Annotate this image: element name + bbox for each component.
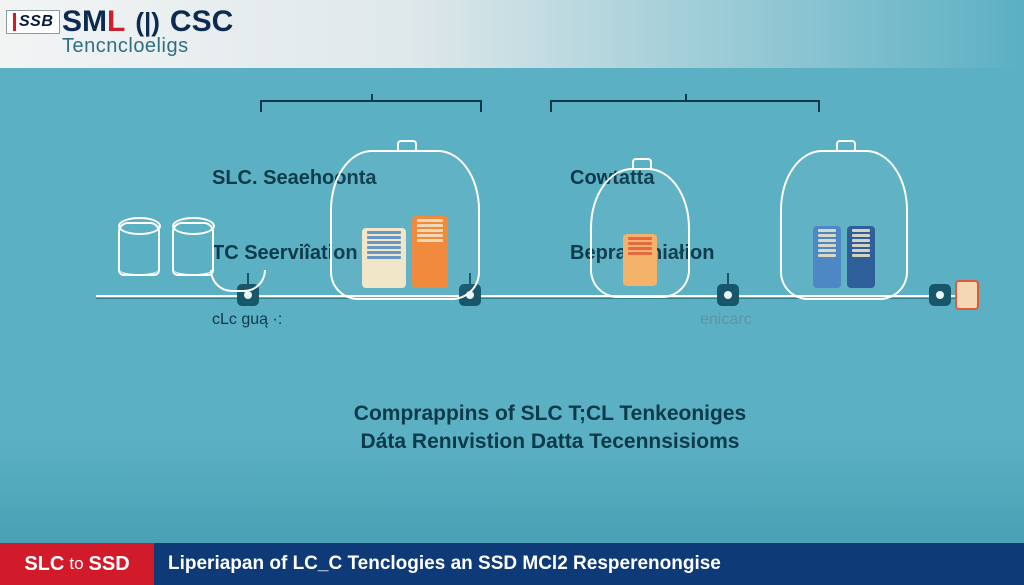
data-chip-icon <box>412 216 448 288</box>
cylinder-icon <box>172 222 214 276</box>
bracket-right <box>550 100 820 112</box>
header-glyph-icon: (|) <box>135 7 160 38</box>
data-chip-icon <box>813 226 841 288</box>
footer-left-b: SSD <box>89 553 130 576</box>
footer-left-mid: to <box>69 554 83 574</box>
page-header: SML (|) CSC Tencncloeligs <box>62 5 233 58</box>
footer-right-text: Liperiapan of LC_C Tenclogies an SSD MCl… <box>168 553 721 575</box>
data-chip-icon <box>847 226 875 288</box>
header-subtitle: Tencncloeligs <box>62 35 233 58</box>
axis-label-right: enicarc <box>700 311 752 329</box>
timeline-node <box>929 284 951 306</box>
data-chip-icon <box>623 234 657 286</box>
comparison-title: Comprappins of SLC T;CL Tenkeoniges Dáta… <box>290 400 810 457</box>
data-chip-icon <box>362 228 406 288</box>
capsule-icon <box>590 168 690 298</box>
bracket-left <box>260 100 482 112</box>
end-chip-icon <box>955 280 979 310</box>
header-word-1: SML <box>62 5 125 39</box>
brand-badge: SSB <box>6 10 60 34</box>
canvas <box>0 68 1024 543</box>
timeline-node <box>717 284 739 306</box>
footer-left: SLC to SSD <box>0 543 154 585</box>
capsule-icon <box>780 150 908 300</box>
cylinder-icon <box>118 222 160 276</box>
footer-right: Liperiapan of LC_C Tenclogies an SSD MCl… <box>154 543 1024 585</box>
axis-label-left: cLc guą ·: <box>212 311 282 329</box>
footer-left-a: SLC <box>24 553 64 576</box>
comparison-line1: Comprappins of SLC T;CL Tenkeoniges <box>290 400 810 428</box>
node-connector <box>727 273 729 285</box>
header-word-2: CSC <box>170 5 233 39</box>
brand-badge-text: SSB <box>19 13 53 31</box>
footer-bar: SLC to SSD Liperiapan of LC_C Tenclogies… <box>0 543 1024 585</box>
capsule-icon <box>330 150 480 300</box>
comparison-line2: Dáta Renıvistion Datta Tecennsisioms <box>290 428 810 456</box>
